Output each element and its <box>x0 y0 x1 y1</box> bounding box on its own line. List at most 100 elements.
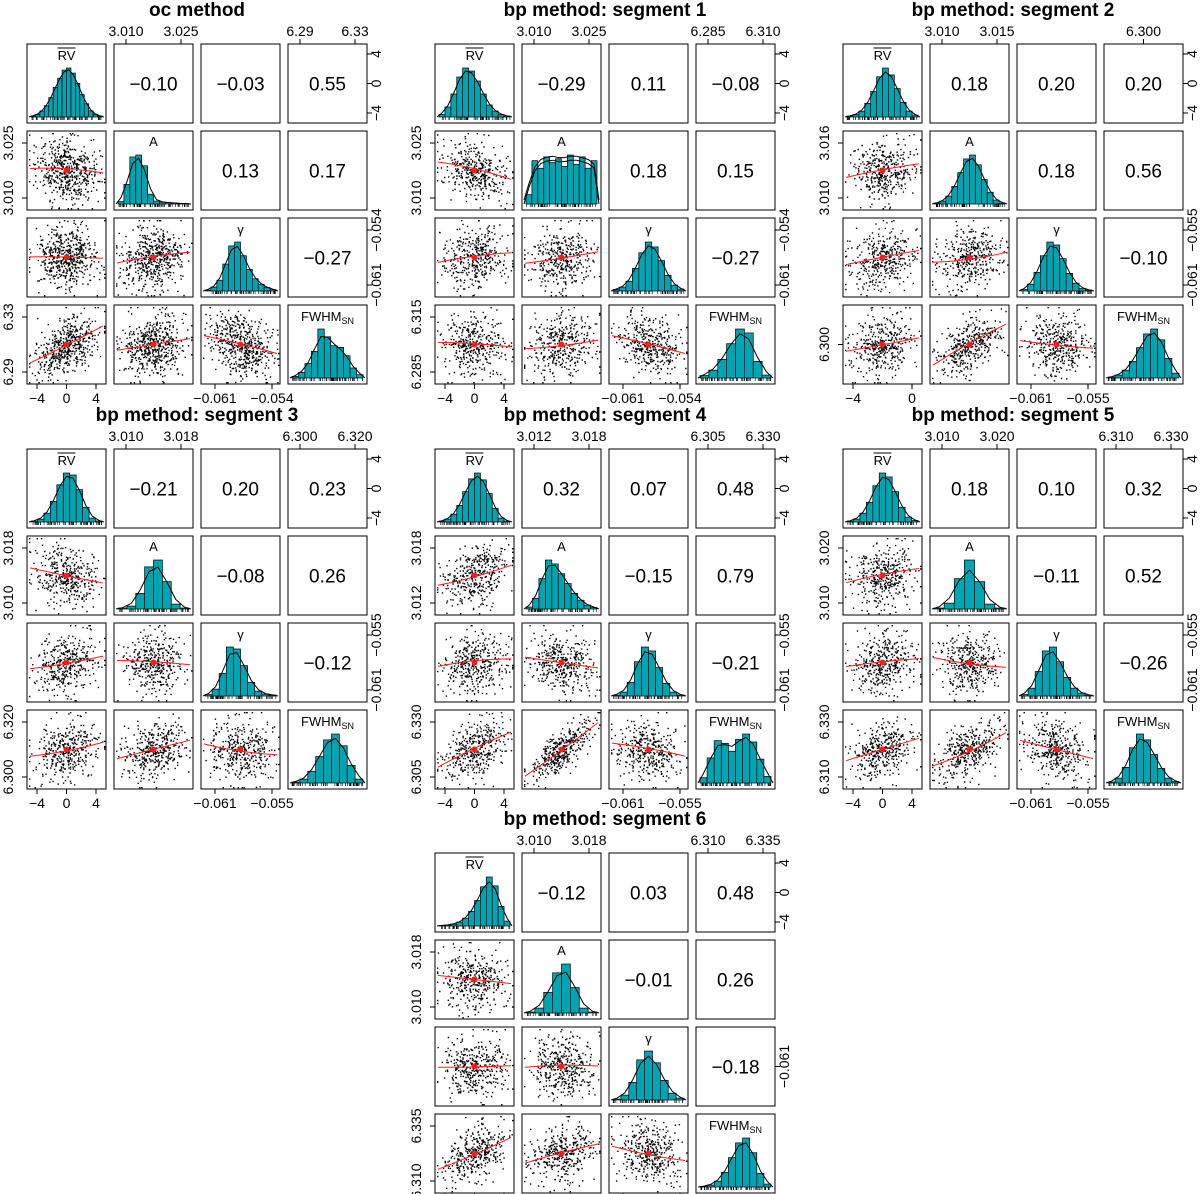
right-tick-label: 0 <box>368 484 384 492</box>
top-tick-label: 6.310 <box>745 23 780 39</box>
top-tick-label: 3.010 <box>516 23 551 39</box>
histogram-bar <box>648 650 656 697</box>
variable-label: γ <box>1053 627 1060 642</box>
right-tick-label: −0.061 <box>368 668 384 711</box>
centroid-point <box>879 659 886 666</box>
plot-cell <box>521 448 602 529</box>
variable-label: A <box>149 134 158 149</box>
plot-cell <box>695 130 776 211</box>
histogram-bar <box>532 597 540 610</box>
plot-cell <box>695 304 776 385</box>
right-tick-label: 0 <box>1184 484 1200 492</box>
plot-cell <box>200 535 281 616</box>
centroid-point <box>237 341 244 348</box>
density-curve <box>1018 245 1095 292</box>
density-curve <box>931 157 1008 205</box>
panel-title: bp method: segment 4 <box>504 405 707 426</box>
bottom-tick-label: −0.061 <box>193 390 236 406</box>
right-tick-label: −0.054 <box>368 208 384 251</box>
histogram-bar <box>742 1137 751 1188</box>
right-tick-label: −0.061 <box>368 263 384 306</box>
plot-cell <box>608 1113 689 1194</box>
centroid-point <box>966 659 973 666</box>
bottom-tick-label: −0.061 <box>601 795 644 811</box>
right-tick-label: 4 <box>368 455 384 463</box>
plot-cell <box>1103 709 1184 790</box>
right-tick-label: 0 <box>776 888 792 896</box>
correlation-value: 0.18 <box>1038 162 1075 183</box>
histogram-bar <box>752 360 763 379</box>
right-tick-label: −4 <box>776 510 792 526</box>
histogram-bar <box>82 506 90 523</box>
correlation-value: 0.18 <box>951 480 988 501</box>
right-tick-label: −4 <box>368 510 384 526</box>
variable-label: A <box>965 539 974 554</box>
histogram-bar <box>583 604 591 610</box>
top-tick-label: 3.025 <box>571 23 606 39</box>
variable-label: FWHMSN <box>301 714 354 731</box>
plot-cell <box>1016 622 1097 703</box>
plot-cell <box>200 130 281 211</box>
histogram-bar <box>1049 646 1057 697</box>
centroid-point <box>1053 746 1060 753</box>
histogram-bar <box>964 559 975 610</box>
scatter-points <box>203 307 280 384</box>
density-overlay <box>523 155 600 201</box>
density-curve <box>202 652 279 697</box>
histogram-bar <box>551 563 559 610</box>
plot-cell <box>26 130 107 211</box>
left-tick-label: 3.010 <box>816 585 832 620</box>
correlation-value: 0.79 <box>717 567 754 588</box>
histogram-bar <box>742 733 751 784</box>
centroid-point <box>558 659 565 666</box>
variable-label: γ <box>237 222 244 237</box>
centroid-point <box>471 572 478 579</box>
bottom-tick-label: −0.055 <box>1066 390 1109 406</box>
centroid-point <box>879 167 886 174</box>
histogram-bar <box>555 158 562 205</box>
panel-title: bp method: segment 5 <box>912 405 1115 426</box>
right-tick-label: −0.055 <box>368 613 384 656</box>
histogram-bar <box>1078 288 1086 292</box>
histogram-bar <box>636 1059 645 1101</box>
histogram-bar <box>534 1007 545 1014</box>
histogram-bar <box>233 648 241 697</box>
centroid-point <box>645 341 652 348</box>
histogram-bar <box>1065 273 1073 292</box>
correlation-value: −0.26 <box>1119 654 1167 675</box>
top-tick-label: 3.018 <box>571 832 606 848</box>
right-tick-label: −0.061 <box>776 1045 792 1088</box>
correlation-value: −0.18 <box>711 1058 759 1079</box>
top-tick-label: 3.010 <box>108 23 143 39</box>
bottom-tick-label: −4 <box>845 390 861 406</box>
variable-label: FWHMSN <box>1117 309 1170 326</box>
plot-cell <box>842 535 923 616</box>
centroid-point <box>879 254 886 261</box>
plot-cell <box>26 535 107 616</box>
plot-cell <box>113 43 194 124</box>
right-tick-label: 4 <box>776 50 792 58</box>
left-tick-label: 6.305 <box>408 759 424 794</box>
scatter-points <box>437 307 514 384</box>
histogram-bar <box>1041 650 1050 697</box>
histogram-bar <box>728 750 736 784</box>
histogram-bar <box>1157 339 1166 379</box>
right-tick-label: −0.055 <box>1184 208 1200 251</box>
density-curve <box>436 475 513 523</box>
variable-label: FWHMSN <box>1117 714 1170 731</box>
plot-cell <box>608 1026 689 1107</box>
bottom-tick-label: −0.055 <box>250 795 293 811</box>
plot-cell <box>1016 709 1097 790</box>
right-tick-label: −4 <box>776 914 792 930</box>
left-tick-label: 3.010 <box>408 180 424 215</box>
plot-cell <box>521 852 602 933</box>
top-tick-label: 3.020 <box>979 428 1014 444</box>
right-tick-label: −0.061 <box>776 668 792 711</box>
histogram-bar <box>633 661 642 697</box>
plot-cell <box>521 1026 602 1107</box>
scatter-points <box>1019 307 1096 382</box>
plot-cell <box>287 709 368 790</box>
centroid-point <box>471 659 478 666</box>
histogram-bar <box>969 154 976 205</box>
histogram-bar <box>468 70 475 118</box>
